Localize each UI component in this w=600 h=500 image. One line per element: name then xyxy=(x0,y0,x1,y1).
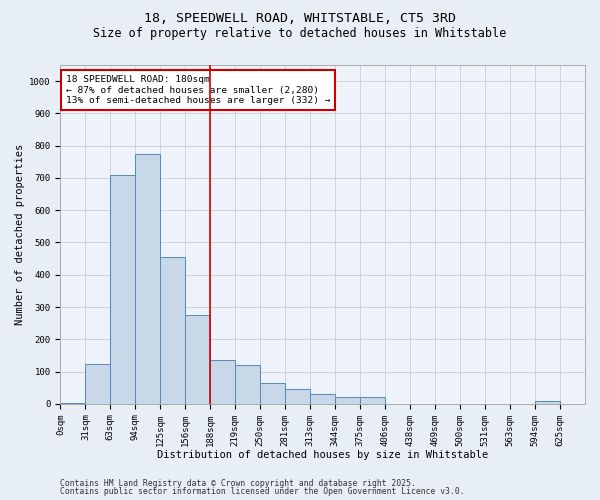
Bar xyxy=(260,383,285,404)
Text: Contains HM Land Registry data © Crown copyright and database right 2025.: Contains HM Land Registry data © Crown c… xyxy=(60,479,416,488)
Bar xyxy=(160,257,185,404)
Bar xyxy=(360,398,385,404)
Bar xyxy=(61,403,85,404)
Bar xyxy=(136,154,160,404)
Bar xyxy=(285,390,310,404)
Bar xyxy=(185,315,210,404)
Bar xyxy=(335,398,360,404)
Bar xyxy=(235,365,260,404)
X-axis label: Distribution of detached houses by size in Whitstable: Distribution of detached houses by size … xyxy=(157,450,488,460)
Text: Contains public sector information licensed under the Open Government Licence v3: Contains public sector information licen… xyxy=(60,487,464,496)
Text: Size of property relative to detached houses in Whitstable: Size of property relative to detached ho… xyxy=(94,28,506,40)
Bar xyxy=(210,360,235,404)
Text: 18, SPEEDWELL ROAD, WHITSTABLE, CT5 3RD: 18, SPEEDWELL ROAD, WHITSTABLE, CT5 3RD xyxy=(144,12,456,26)
Text: 18 SPEEDWELL ROAD: 180sqm
← 87% of detached houses are smaller (2,280)
13% of se: 18 SPEEDWELL ROAD: 180sqm ← 87% of detac… xyxy=(65,75,330,105)
Bar xyxy=(535,400,560,404)
Bar xyxy=(110,174,136,404)
Bar xyxy=(85,364,110,404)
Y-axis label: Number of detached properties: Number of detached properties xyxy=(15,144,25,325)
Bar xyxy=(310,394,335,404)
